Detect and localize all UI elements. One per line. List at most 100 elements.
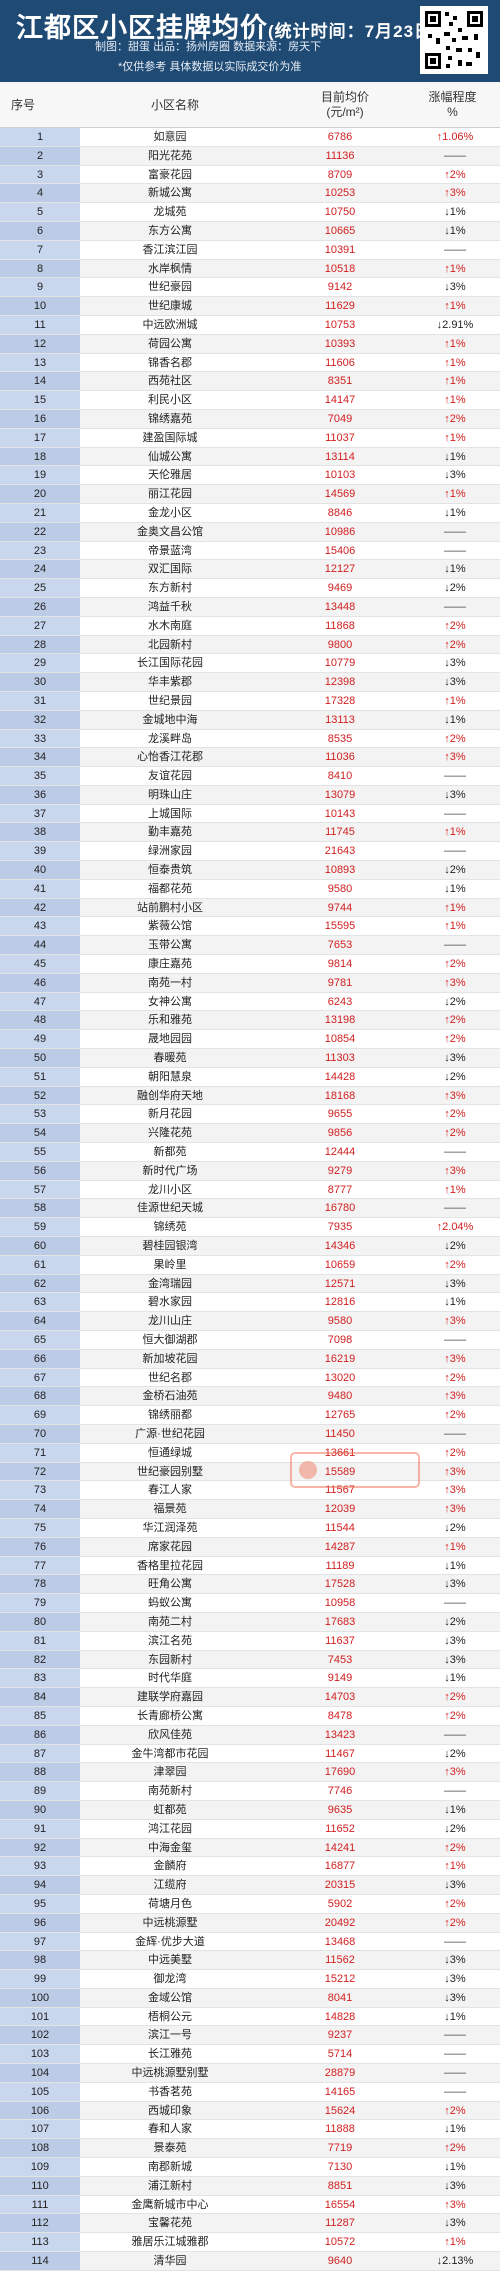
average-price: 9781: [327, 976, 353, 989]
row-index: 43: [0, 917, 80, 936]
community-name: 虹都苑: [153, 1803, 187, 1816]
community-name: 绿洲家园: [148, 845, 192, 858]
average-price: 10893: [324, 864, 356, 877]
column-name-header: 小区名称: [150, 97, 199, 112]
community-name: 雅居乐江城雅郡: [131, 2236, 209, 2249]
row-index: 13: [0, 353, 80, 372]
average-price: 10103: [324, 469, 356, 482]
price-change: ——: [444, 1785, 466, 1798]
table-row: 4 新城公寓 10253 ↑3%: [0, 184, 500, 204]
row-index: 74: [0, 1500, 80, 1518]
average-price: 8041: [327, 1991, 353, 2004]
table-row: 19 天伦雅居 10103 ↓3%: [0, 466, 500, 486]
table-row: 75 华江润泽苑 11544 ↓2%: [0, 1518, 500, 1538]
row-index: 9: [0, 278, 80, 297]
price-change: ↑2%: [444, 1709, 466, 1722]
row-index: 76: [0, 1537, 80, 1556]
average-price: 16780: [324, 1202, 356, 1215]
table-row: 87 金牛湾都市花园 11467 ↓2%: [0, 1744, 500, 1764]
community-name: 中远美墅: [148, 1954, 192, 1967]
community-name: 香格里拉花园: [137, 1559, 203, 1572]
table-row: 65 恒大御湖郡 7098 ——: [0, 1331, 500, 1350]
average-price: 10750: [324, 206, 356, 219]
community-name: 碧桂园银湾: [142, 1240, 198, 1253]
row-index: 104: [0, 2064, 80, 2082]
price-change: ↓2%: [444, 1615, 466, 1628]
table-row: 20 丽江花园 14569 ↑1%: [0, 485, 500, 504]
average-price: 11450: [325, 1427, 355, 1440]
community-name: 荷塘月色: [148, 1897, 192, 1910]
price-change: ↓1%: [444, 450, 466, 463]
row-index: 101: [0, 2007, 80, 2026]
price-change: ↑3%: [444, 1352, 466, 1365]
average-price: 17683: [324, 1615, 356, 1628]
price-change: ——: [444, 1427, 466, 1440]
change-header-line1: 涨幅程度: [428, 90, 477, 104]
average-price: 8846: [327, 506, 353, 519]
credits-line: 制图：甜蛋 出品：扬州房圈 数据来源：房天下: [95, 41, 322, 53]
average-price: 12127: [324, 563, 356, 576]
average-price: 20315: [324, 1879, 356, 1892]
price-change: ↑1%: [444, 920, 466, 933]
table-row: 84 建联学府嘉园 14703 ↑2%: [0, 1688, 500, 1707]
row-index: 29: [0, 654, 80, 673]
average-price: 11189: [325, 1559, 355, 1572]
average-price: 14346: [324, 1240, 356, 1253]
row-index: 42: [0, 898, 80, 917]
price-change: ↑1%: [444, 394, 466, 407]
price-change: ↑3%: [444, 976, 466, 989]
row-index: 62: [0, 1274, 80, 1293]
community-name: 玉带公寓: [148, 939, 192, 952]
average-price: 5714: [327, 2048, 353, 2061]
average-price: 10253: [324, 187, 356, 200]
row-index: 87: [0, 1744, 80, 1763]
price-change: ↑2%: [444, 1258, 466, 1271]
row-index: 109: [0, 2158, 80, 2176]
price-change: ↓1%: [444, 224, 466, 237]
row-index: 108: [0, 2139, 80, 2158]
table-row: 50 春暖苑 11303 ↓3%: [0, 1049, 500, 1068]
price-change: ↓2%: [444, 1240, 466, 1253]
average-price: 14165: [324, 2085, 356, 2098]
community-name: 南苑一村: [148, 976, 192, 989]
community-name: 富豪花园: [148, 168, 192, 181]
average-price: 13020: [324, 1371, 356, 1384]
table-row: 6 东方公寓 10665 ↓1%: [0, 221, 500, 241]
table-row: 5 龙城苑 10750 ↓1%: [0, 203, 500, 222]
average-price: 9856: [327, 1127, 353, 1140]
price-change: ↓2.91%: [436, 318, 474, 331]
average-price: 8777: [327, 1183, 353, 1196]
row-index: 91: [0, 1819, 80, 1838]
table-row: 105 书香茗苑 14165 ——: [0, 2082, 500, 2102]
price-change: ——: [444, 1728, 466, 1741]
price-change: ——: [444, 243, 466, 256]
average-price: 12571: [324, 1277, 356, 1290]
row-index: 111: [0, 2195, 80, 2214]
table-row: 23 帝景蓝湾 15406 ——: [0, 541, 500, 561]
price-change: ——: [444, 939, 466, 952]
community-name: 华江润泽苑: [142, 1521, 198, 1534]
price-change: ↑2%: [444, 1371, 466, 1384]
average-price: 7098: [327, 1334, 353, 1346]
average-price: 11562: [325, 1954, 355, 1967]
row-index: 8: [0, 259, 80, 278]
price-change: ↑3%: [444, 751, 466, 764]
average-price: 13113: [325, 713, 355, 726]
price-change: ↓3%: [444, 1991, 466, 2004]
table-row: 26 鸿益千秋 13448 ——: [0, 597, 500, 617]
price-change: ↓2%: [444, 995, 466, 1008]
average-price: 10986: [324, 525, 356, 538]
average-price: 12444: [324, 1146, 356, 1159]
community-name: 友谊花园: [148, 770, 192, 783]
average-price: 9279: [327, 1164, 353, 1177]
community-name: 天伦雅居: [148, 469, 192, 482]
price-change: ↓2%: [444, 1070, 466, 1083]
row-index: 107: [0, 2120, 80, 2139]
row-index: 71: [0, 1443, 80, 1462]
row-index: 75: [0, 1518, 80, 1537]
community-name: 仙城公寓: [148, 450, 192, 463]
price-change: ↑2%: [444, 1108, 466, 1121]
average-price: 20492: [324, 1916, 356, 1929]
disclaimer-note: *仅供参考 具体数据以实际成交价为准: [118, 61, 302, 73]
